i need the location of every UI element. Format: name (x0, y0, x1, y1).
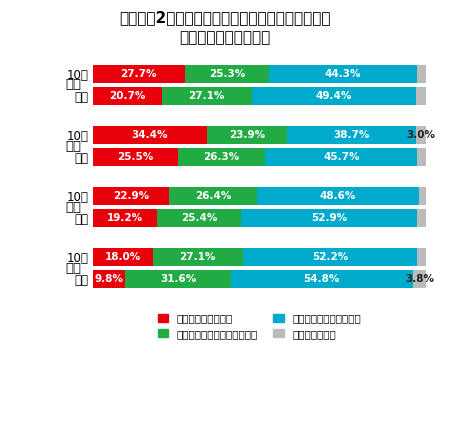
Text: 45.7%: 45.7% (323, 152, 360, 162)
Text: 》グラフ2》現在、学習面で最も課題だと思うこと
６月から１０月の変化: 》グラフ2》現在、学習面で最も課題だと思うこと ６月から１０月の変化 (119, 11, 331, 45)
Text: 高２: 高２ (65, 201, 81, 214)
Bar (157, 209, 241, 227)
Bar (185, 65, 269, 83)
Text: 31.6%: 31.6% (160, 274, 196, 284)
Text: 34.4%: 34.4% (132, 130, 168, 140)
Text: 27.1%: 27.1% (189, 91, 225, 101)
Text: 高３: 高３ (65, 139, 81, 153)
Text: 26.3%: 26.3% (203, 152, 239, 162)
Text: 9.8%: 9.8% (94, 274, 123, 284)
Bar (257, 187, 419, 205)
Text: 26.4%: 26.4% (195, 191, 231, 201)
Text: 3.8%: 3.8% (405, 274, 434, 284)
Bar (93, 148, 178, 166)
Bar (230, 270, 413, 288)
Text: 合計: 合計 (65, 78, 81, 92)
Bar (93, 126, 207, 144)
Bar (416, 87, 426, 105)
Bar (207, 126, 287, 144)
Text: 25.4%: 25.4% (181, 213, 217, 223)
Bar (419, 187, 426, 205)
Legend: 成績が伸びないこと, 勉強そのもの、勉強のやり方, 勉強へのモチベーション, 特に課題はない: 成績が伸びないこと, 勉強そのもの、勉強のやり方, 勉強へのモチベーション, 特… (153, 310, 365, 343)
Bar (93, 209, 157, 227)
Bar (417, 248, 426, 266)
Bar (93, 87, 162, 105)
Text: 25.5%: 25.5% (117, 152, 153, 162)
Bar (178, 148, 265, 166)
Text: 44.3%: 44.3% (325, 69, 361, 79)
Bar (241, 209, 418, 227)
Bar (252, 87, 416, 105)
Bar (416, 126, 426, 144)
Bar (418, 148, 426, 166)
Bar (93, 248, 153, 266)
Text: 38.7%: 38.7% (333, 130, 369, 140)
Text: 48.6%: 48.6% (320, 191, 356, 201)
Bar (265, 148, 418, 166)
Bar (243, 248, 417, 266)
Bar (153, 248, 243, 266)
Bar (417, 65, 426, 83)
Text: 高１: 高１ (65, 262, 81, 275)
Bar (126, 270, 230, 288)
Text: 54.8%: 54.8% (304, 274, 340, 284)
Text: 19.2%: 19.2% (107, 213, 143, 223)
Text: 18.0%: 18.0% (104, 252, 141, 262)
Text: 52.2%: 52.2% (312, 252, 348, 262)
Bar (169, 187, 257, 205)
Bar (162, 87, 252, 105)
Bar (93, 187, 169, 205)
Text: 49.4%: 49.4% (316, 91, 352, 101)
Text: 22.9%: 22.9% (113, 191, 149, 201)
Bar (93, 270, 126, 288)
Text: 27.7%: 27.7% (121, 69, 157, 79)
Bar (287, 126, 416, 144)
Text: 27.1%: 27.1% (180, 252, 216, 262)
Text: 3.0%: 3.0% (406, 130, 435, 140)
Bar (93, 65, 185, 83)
Bar (418, 209, 426, 227)
Text: 52.9%: 52.9% (311, 213, 347, 223)
Bar (269, 65, 417, 83)
Text: 23.9%: 23.9% (229, 130, 265, 140)
Text: 25.3%: 25.3% (209, 69, 245, 79)
Bar (413, 270, 426, 288)
Text: 20.7%: 20.7% (109, 91, 145, 101)
